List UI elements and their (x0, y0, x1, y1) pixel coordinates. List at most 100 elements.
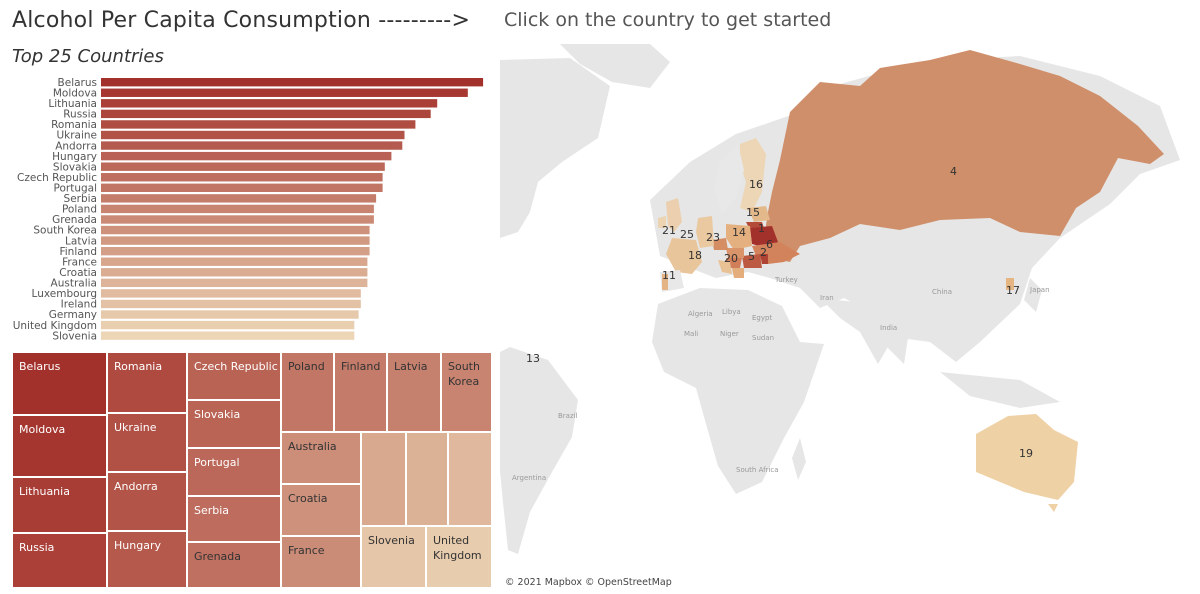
country-belarus[interactable] (750, 226, 778, 248)
land-india[interactable] (868, 310, 912, 364)
land-greenland[interactable] (560, 44, 670, 88)
place-label-japan: Japan (1029, 286, 1050, 294)
country-croatia[interactable] (718, 260, 732, 274)
bar-label-lithuania: Lithuania (48, 98, 97, 110)
treemap-tile-moldova[interactable]: Moldova (12, 415, 107, 477)
treemap-tile-unlabeled[interactable] (448, 432, 492, 526)
bar-belarus[interactable] (101, 78, 484, 87)
bar-label-ireland: Ireland (61, 299, 97, 311)
rank-label-france: 18 (688, 249, 702, 262)
country-poland[interactable] (726, 224, 752, 250)
bar-france[interactable] (101, 257, 368, 266)
treemap-tile-latvia[interactable]: Latvia (387, 352, 441, 432)
treemap-tile-unlabeled[interactable] (361, 432, 406, 526)
bar-label-russia: Russia (63, 109, 97, 121)
bar-moldova[interactable] (101, 88, 468, 97)
rank-label-ireland: 21 (662, 224, 676, 237)
treemap-tile-andorra[interactable]: Andorra (107, 472, 187, 531)
treemap-label-slovenia: Slovenia (368, 534, 415, 547)
bar-slovakia[interactable] (101, 162, 385, 171)
place-label-libya: Libya (722, 308, 741, 316)
bar-grenada[interactable] (101, 215, 374, 224)
bar-croatia[interactable] (101, 268, 368, 277)
treemap-tile-belarus[interactable]: Belarus (12, 352, 107, 415)
bar-latvia[interactable] (101, 236, 370, 245)
land-south-america[interactable] (500, 347, 578, 554)
treemap-tile-portugal[interactable]: Portugal (187, 448, 281, 496)
treemap-label-latvia: Latvia (394, 360, 428, 373)
treemap-label-andorra: Andorra (114, 480, 158, 493)
country-australia-tasmania[interactable] (1048, 504, 1058, 512)
country-finland[interactable] (740, 138, 766, 212)
bar-finland[interactable] (101, 246, 370, 256)
bar-andorra[interactable] (101, 141, 403, 150)
world-map[interactable]: Turkey Iran Algeria Egypt Libya Mali Nig… (500, 42, 1200, 556)
bar-romania[interactable] (101, 120, 416, 129)
country-czech-republic[interactable] (712, 238, 728, 250)
place-label-india: India (880, 324, 897, 332)
treemap-tile-france[interactable]: France (281, 536, 361, 588)
bar-label-australia: Australia (51, 278, 97, 290)
land-north-america[interactable] (500, 58, 610, 238)
treemap-tile-serbia[interactable]: Serbia (187, 496, 281, 542)
country-latvia[interactable] (748, 206, 770, 222)
treemap-tile-poland[interactable]: Poland (281, 352, 334, 432)
treemap-tile-unlabeled[interactable] (406, 432, 448, 526)
bar-hungary[interactable] (101, 151, 392, 161)
bar-lithuania[interactable] (101, 99, 438, 108)
bar-ukraine[interactable] (101, 130, 405, 140)
country-slovakia[interactable] (726, 248, 744, 258)
treemap-tile-finland[interactable]: Finland (334, 352, 387, 432)
place-label-argentina: Argentina (512, 474, 546, 482)
country-romania[interactable] (742, 254, 762, 268)
country-sweden[interactable] (714, 144, 744, 214)
bar-luxembourg[interactable] (101, 289, 361, 298)
country-russia[interactable] (764, 50, 1164, 262)
bar-czech-republic[interactable] (101, 173, 383, 182)
bar-poland[interactable] (101, 204, 374, 214)
rank-label-australia: 19 (1019, 447, 1033, 460)
place-label-algeria: Algeria (688, 310, 713, 318)
treemap-tile-croatia[interactable]: Croatia (281, 484, 361, 536)
treemap-tile-slovenia[interactable]: Slovenia (361, 526, 426, 588)
rank-label-portugal: 11 (662, 269, 676, 282)
bar-south-korea[interactable] (101, 225, 370, 235)
treemap-tile-slovakia[interactable]: Slovakia (187, 400, 281, 448)
treemap-tile-russia[interactable]: Russia (12, 533, 107, 588)
bar-germany[interactable] (101, 310, 359, 319)
country-australia[interactable] (976, 414, 1078, 500)
land-madagascar[interactable] (792, 438, 806, 480)
land-africa[interactable] (652, 288, 824, 494)
treemap-tile-czech-republic[interactable]: Czech Republic (187, 352, 281, 400)
rank-label-russia: 4 (950, 165, 957, 178)
country-ireland[interactable] (658, 216, 666, 228)
bar-australia[interactable] (101, 278, 368, 288)
bar-russia[interactable] (101, 109, 431, 119)
land-indonesia[interactable] (940, 372, 1060, 408)
treemap-tile-lithuania[interactable]: Lithuania (12, 477, 107, 533)
country-serbia[interactable] (732, 268, 744, 278)
bar-portugal[interactable] (101, 183, 383, 192)
treemap-tile-united-kingdom[interactable]: United Kingdom (426, 526, 492, 588)
land-japan[interactable] (1024, 278, 1042, 312)
treemap-tile-hungary[interactable]: Hungary (107, 531, 187, 588)
bar-label-finland: Finland (59, 246, 97, 258)
country-united-kingdom[interactable] (666, 198, 682, 232)
bar-serbia[interactable] (101, 194, 377, 203)
bar-ireland[interactable] (101, 299, 361, 309)
treemap-tile-australia[interactable]: Australia (281, 432, 361, 484)
bar-slovenia[interactable] (101, 331, 355, 340)
rank-label-grenada: 13 (526, 352, 540, 365)
bar-united-kingdom[interactable] (101, 320, 355, 330)
treemap-tile-ukraine[interactable]: Ukraine (107, 413, 187, 472)
treemap-tile-grenada[interactable]: Grenada (187, 542, 281, 588)
country-south-korea[interactable] (1006, 278, 1014, 290)
treemap-tile-south-korea[interactable]: South Korea (441, 352, 492, 432)
country-france[interactable] (666, 238, 702, 274)
treemap-tile-romania[interactable]: Romania (107, 352, 187, 413)
country-portugal[interactable] (662, 274, 668, 290)
bar-label-poland: Poland (62, 204, 97, 216)
country-germany[interactable] (696, 216, 714, 248)
country-moldova[interactable] (760, 254, 768, 264)
rank-label-south-korea: 17 (1006, 284, 1020, 297)
